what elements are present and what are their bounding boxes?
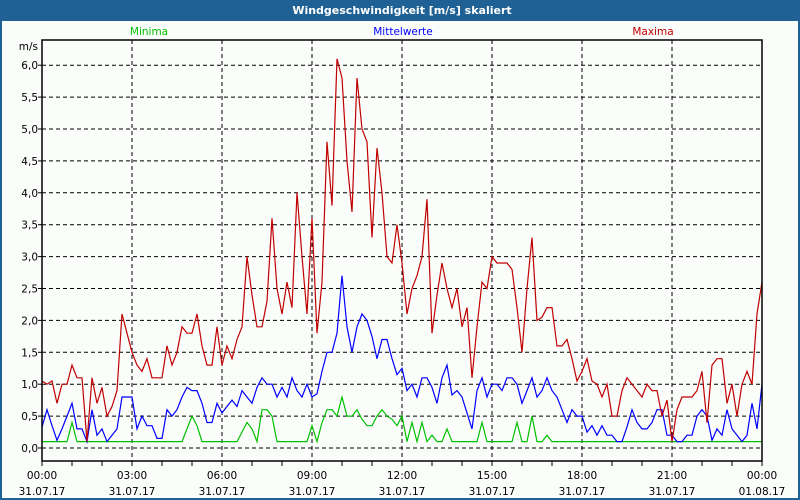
x-tick-date: 31.07.17 [379,486,426,498]
grid [42,40,762,461]
y-tick-label: 3,5 [21,220,38,232]
y-tick-label: 4,0 [21,188,38,200]
x-tick-time: 15:00 [477,470,507,482]
legend-maxima: Maxima [632,26,673,38]
y-tick-label: 1,0 [21,379,38,391]
x-tick-date: 31.07.17 [469,486,516,498]
series-line-maxima [41,58,763,442]
x-tick-time: 00:00 [747,470,777,482]
window-title: Windgeschwindigkeit [m/s] skaliert [2,0,800,21]
y-tick-label: 3,0 [21,252,38,264]
y-tick-label: 1,5 [21,347,38,359]
legend-mittelwerte: Mittelwerte [373,26,433,38]
y-tick-label: 5,5 [21,92,38,104]
x-tick-date: 31.07.17 [649,486,696,498]
x-tick-date: 31.07.17 [559,486,606,498]
legend: Minima Mittelwerte Maxima [130,26,674,38]
y-tick-label: 2,0 [21,315,38,327]
axes: 0,0 0,5 1,0 1,5 2,0 2,5 3,0 3,5 4,0 4,5 5,0 5,5 6,0 0… [19,60,786,498]
y-tick-label: 5,0 [21,124,38,136]
x-tick-date: 31.07.17 [19,486,66,498]
x-tick-time: 06:00 [207,470,237,482]
x-tick-time: 03:00 [117,470,147,482]
y-tick-label: 6,0 [21,60,38,72]
series-lines [41,58,763,444]
x-tick-date: 01.08.17 [739,486,786,498]
x-tick-time: 12:00 [387,470,417,482]
legend-minima: Minima [130,26,168,38]
x-tick-date: 31.07.17 [199,486,246,498]
y-tick-label: 0,0 [21,443,38,455]
series-line-minima [42,394,762,444]
x-tick-date: 31.07.17 [109,486,156,498]
series-line-mittelwerte [41,275,763,444]
y-tick-label: 4,5 [21,156,38,168]
x-tick-date: 31.07.17 [289,486,336,498]
x-tick-time: 09:00 [297,470,327,482]
y-axis-unit: m/s [19,41,38,53]
x-tick-time: 00:00 [27,470,57,482]
y-tick-label: 0,5 [21,411,38,423]
y-tick-label: 2,5 [21,284,38,296]
x-tick-time: 18:00 [567,470,597,482]
x-tick-time: 21:00 [657,470,687,482]
